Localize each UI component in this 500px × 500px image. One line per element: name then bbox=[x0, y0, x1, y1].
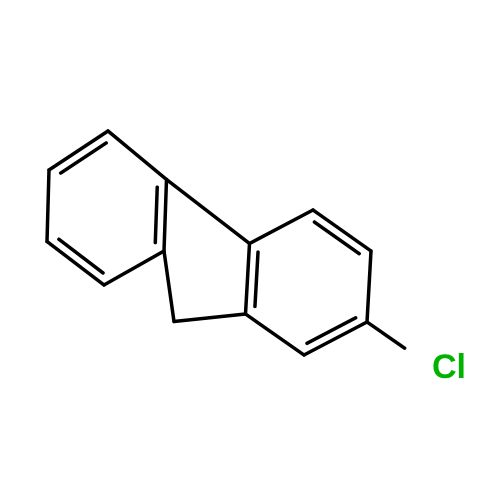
bond-line bbox=[246, 244, 250, 315]
bond-line bbox=[174, 314, 246, 322]
bond-line bbox=[47, 242, 104, 286]
bond-line bbox=[367, 322, 405, 348]
bond-line bbox=[155, 187, 157, 242]
bond-line bbox=[367, 251, 371, 322]
molecule-diagram: Cl bbox=[0, 0, 500, 500]
bond-line bbox=[255, 252, 258, 306]
bond-line bbox=[250, 210, 314, 244]
bond-line bbox=[246, 314, 305, 355]
atom-label-cl: Cl bbox=[432, 348, 466, 386]
bond-line bbox=[108, 131, 167, 180]
bond-line bbox=[49, 131, 108, 170]
bond-line bbox=[47, 170, 49, 242]
bond-line bbox=[313, 210, 371, 251]
bond-line bbox=[164, 251, 174, 322]
bond-line bbox=[164, 180, 167, 252]
bond-line bbox=[167, 180, 250, 244]
bond-line bbox=[104, 251, 164, 285]
